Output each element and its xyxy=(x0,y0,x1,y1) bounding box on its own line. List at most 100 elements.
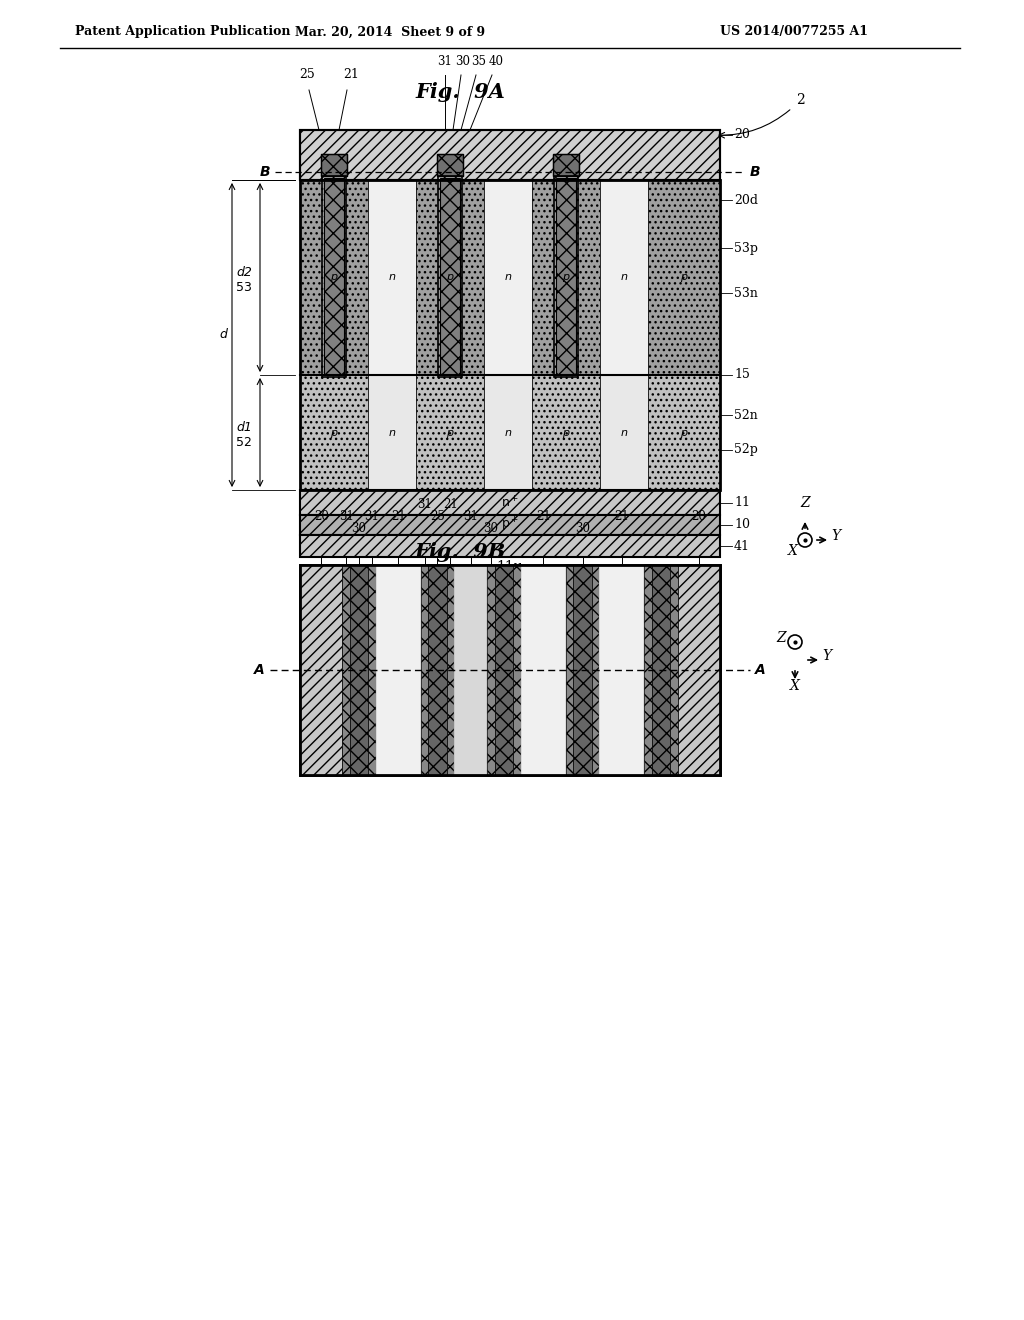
Bar xyxy=(300,375,368,490)
Text: 30: 30 xyxy=(351,521,367,535)
Bar xyxy=(670,565,678,775)
Text: 31: 31 xyxy=(365,510,379,523)
Bar xyxy=(300,180,368,375)
Text: 11: 11 xyxy=(734,496,750,510)
Bar xyxy=(678,565,720,775)
Text: 21: 21 xyxy=(614,510,629,523)
Bar xyxy=(368,180,416,375)
Text: 11u: 11u xyxy=(497,560,523,574)
Text: B: B xyxy=(750,165,761,180)
Text: p: p xyxy=(446,272,454,282)
Text: 35: 35 xyxy=(471,55,486,69)
Bar xyxy=(566,565,573,775)
Text: 40: 40 xyxy=(488,55,504,69)
Bar xyxy=(600,180,648,375)
Bar xyxy=(438,176,462,378)
Bar xyxy=(592,565,599,775)
Bar xyxy=(300,565,720,775)
Text: X: X xyxy=(791,678,800,693)
Bar xyxy=(350,565,368,775)
Bar xyxy=(321,154,347,176)
Text: n: n xyxy=(388,272,395,282)
Bar xyxy=(648,375,720,490)
Bar xyxy=(532,180,600,375)
Bar xyxy=(300,565,342,775)
Text: Z: Z xyxy=(776,631,785,645)
Bar xyxy=(368,565,376,775)
Bar xyxy=(599,565,644,775)
Text: 53: 53 xyxy=(237,281,252,294)
Text: p: p xyxy=(680,428,687,437)
Text: p: p xyxy=(562,428,569,437)
Text: 20d: 20d xyxy=(734,194,758,206)
Bar xyxy=(300,515,720,535)
Text: 2: 2 xyxy=(796,92,805,107)
Text: d1: d1 xyxy=(237,421,252,434)
Text: Z: Z xyxy=(800,496,810,510)
Text: 52p: 52p xyxy=(734,444,758,457)
Text: Fig.  9B: Fig. 9B xyxy=(415,543,506,562)
Text: n: n xyxy=(505,428,512,437)
Bar xyxy=(553,154,579,176)
Bar xyxy=(322,176,346,378)
Text: 53n: 53n xyxy=(734,286,758,300)
Text: n: n xyxy=(621,272,628,282)
Bar xyxy=(300,490,720,515)
Text: 31: 31 xyxy=(463,510,478,523)
Bar xyxy=(368,375,416,490)
Bar xyxy=(321,154,347,176)
Text: 52: 52 xyxy=(237,436,252,449)
Bar xyxy=(556,178,575,375)
Text: A: A xyxy=(254,663,265,677)
Text: 30: 30 xyxy=(483,521,499,535)
Bar xyxy=(446,565,454,775)
Text: n$^+$: n$^+$ xyxy=(501,495,519,510)
Bar xyxy=(300,129,720,180)
Bar xyxy=(300,565,720,775)
Bar xyxy=(495,565,513,775)
Text: Patent Application Publication: Patent Application Publication xyxy=(75,25,291,38)
Bar xyxy=(428,565,446,775)
Bar xyxy=(648,180,720,375)
Text: 25: 25 xyxy=(299,69,314,81)
Text: p: p xyxy=(331,428,338,437)
Text: p: p xyxy=(562,272,569,282)
Bar xyxy=(487,565,495,775)
Bar xyxy=(342,565,350,775)
Bar xyxy=(484,375,532,490)
Text: Y: Y xyxy=(822,649,831,663)
Text: 21: 21 xyxy=(536,510,551,523)
Text: n: n xyxy=(388,428,395,437)
Bar xyxy=(300,535,720,557)
Text: 31: 31 xyxy=(437,55,453,69)
Bar xyxy=(554,176,578,378)
Text: B: B xyxy=(259,165,270,180)
Text: 30: 30 xyxy=(456,55,470,69)
Text: p: p xyxy=(680,272,687,282)
Bar xyxy=(454,565,487,775)
Bar xyxy=(532,375,600,490)
Bar xyxy=(416,180,484,375)
Text: n: n xyxy=(621,428,628,437)
Bar xyxy=(553,154,579,176)
Bar xyxy=(573,565,592,775)
Text: 20: 20 xyxy=(313,510,329,523)
Bar xyxy=(376,565,421,775)
Text: US 2014/0077255 A1: US 2014/0077255 A1 xyxy=(720,25,868,38)
Text: p$^+$: p$^+$ xyxy=(501,516,519,535)
Text: 52n: 52n xyxy=(734,409,758,422)
Text: Y: Y xyxy=(831,529,841,543)
Bar xyxy=(421,565,428,775)
Text: 53p: 53p xyxy=(734,242,758,255)
Text: Fig.  9A: Fig. 9A xyxy=(415,82,505,102)
Text: 20: 20 xyxy=(734,128,750,141)
Text: 15: 15 xyxy=(734,368,750,381)
Bar xyxy=(652,565,670,775)
Text: 31: 31 xyxy=(339,510,353,523)
Bar xyxy=(324,178,344,375)
Bar xyxy=(513,565,520,775)
Bar xyxy=(600,375,648,490)
Text: A: A xyxy=(755,663,766,677)
Text: p: p xyxy=(331,272,338,282)
Bar xyxy=(437,154,463,176)
